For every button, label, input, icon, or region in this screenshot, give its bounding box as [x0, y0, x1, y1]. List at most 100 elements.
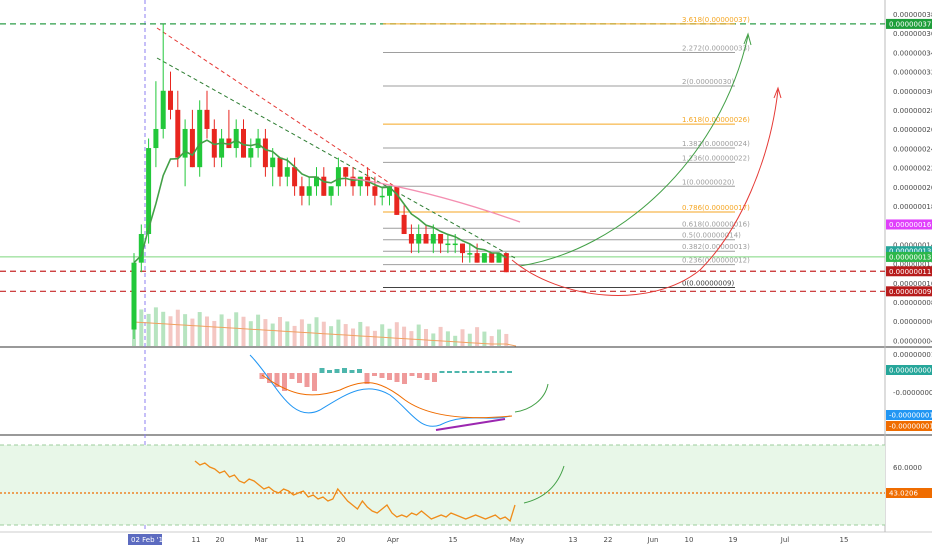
macd-histogram-bar: [349, 370, 355, 373]
time-axis[interactable]: 02 Feb '19 11 20 Mar 11 20 Apr 15 May 13 22 Jun 10 19…: [128, 534, 848, 545]
time-tick-label: 20: [337, 536, 346, 544]
macd-histogram-bar: [507, 371, 512, 373]
candle-body: [357, 176, 363, 187]
macd-histogram-bar: [357, 369, 362, 373]
fib-level-label: 0.618(0.00000016): [682, 220, 750, 228]
candle-body: [489, 253, 495, 263]
fib-level-label: 3.618(0.00000037): [682, 16, 750, 24]
macd-badge: [886, 410, 932, 420]
volume-bar: [175, 309, 180, 346]
volume-bar: [190, 318, 195, 346]
candle-body: [189, 128, 195, 168]
volume-bar: [314, 317, 319, 346]
candle-body: [503, 253, 509, 273]
arrow-head: [743, 32, 752, 46]
volume-bar: [285, 321, 290, 346]
price-badge-label: 0.00000037: [889, 20, 931, 28]
time-tick-label: 13: [569, 536, 578, 544]
volume-bar: [226, 318, 231, 346]
macd-line: [249, 354, 511, 427]
candle-body: [467, 253, 473, 255]
price-badge-label: 0.00000013: [889, 253, 931, 261]
volume-bar: [416, 324, 421, 346]
volume-bar: [212, 320, 217, 346]
macd-histogram-bar: [454, 371, 460, 373]
macd-histogram-bar: [462, 371, 467, 373]
macd-pane[interactable]: 0.00000001 -0.00000001 0.00000000 -0.000000…: [249, 351, 932, 431]
fib-level-label: 2(0.00000030): [682, 78, 734, 86]
price-badge-label: 0.00000011: [889, 268, 931, 276]
volume-bar: [139, 309, 144, 346]
fib-level-label: 0.5(0.00000014): [682, 232, 741, 240]
projection-arrow: [523, 465, 565, 504]
macd-histogram-bar: [387, 373, 392, 380]
macd-histogram-bar: [499, 371, 505, 373]
rsi-badge-label: 43.0206: [889, 490, 918, 498]
candle-body: [452, 243, 458, 246]
volume-bar: [431, 333, 436, 346]
macd-badge-label: -0.00000001: [889, 412, 932, 420]
price-pane[interactable]: 3.618(0.00000037) 2.272(0.00000033) 2(0.00…: [0, 0, 932, 533]
candle-body: [204, 109, 210, 129]
macd-histogram-bar: [304, 373, 310, 387]
price-tick-label: 0.00000032: [893, 69, 932, 77]
volume-bar: [358, 321, 363, 346]
price-tick-label: 0.00000026: [893, 126, 932, 134]
time-tick-label: 11: [296, 536, 305, 544]
fib-level-label: 0.786(0.00000017): [682, 204, 750, 212]
macd-histogram-bar: [432, 373, 437, 382]
volume-bar: [256, 314, 261, 346]
price-tick-label: 0.00000020: [893, 184, 932, 192]
price-tick-label: 0.00000024: [893, 145, 932, 153]
macd-tick-label: -0.00000001: [893, 389, 932, 397]
macd-tick-label: 0.00000001: [893, 351, 932, 359]
price-badge: [886, 286, 932, 297]
volume-bar: [336, 319, 341, 346]
projection-arrow: [511, 89, 779, 296]
time-tick-label: 22: [604, 536, 613, 544]
arrow-head: [773, 86, 782, 99]
candle-body: [394, 186, 400, 215]
price-axis[interactable]: 0.00000038 0.00000036 0.00000034 0.00000032…: [886, 11, 932, 345]
price-badge: [886, 246, 932, 257]
price-badge-label: 0.00000016: [889, 221, 932, 229]
divergence-line: [435, 418, 506, 431]
candle-body: [197, 109, 203, 168]
volume-bar: [424, 329, 428, 346]
macd-histogram-bar: [409, 373, 415, 376]
candle-body: [372, 186, 378, 196]
volume-bar: [263, 319, 268, 346]
date-badge-label: 02 Feb '19: [131, 536, 168, 544]
volume-bar: [394, 322, 399, 346]
candle-body: [401, 214, 407, 235]
rsi-band: [0, 445, 885, 525]
candle-body: [292, 167, 298, 187]
macd-histogram-bar: [312, 373, 317, 391]
price-badge: [886, 219, 932, 230]
candle-body: [321, 176, 327, 196]
macd-histogram-bar: [394, 373, 400, 382]
volume-bar: [482, 331, 487, 346]
candle-body: [131, 262, 137, 330]
price-tick-label: 0.00000018: [893, 203, 932, 211]
macd-histogram-bar: [342, 368, 347, 373]
rsi-pane[interactable]: 60.0000 43.0206: [0, 444, 932, 526]
price-tick-label: 0.00000012: [893, 261, 932, 269]
volume-bar: [146, 313, 151, 346]
time-tick-label: 11: [192, 536, 201, 544]
volume-bar: [234, 312, 239, 346]
price-tick-label: 0.00000034: [893, 49, 932, 57]
candle-body: [146, 148, 152, 235]
volume-bar: [219, 314, 224, 346]
volume-bar: [329, 326, 334, 346]
fib-level-label: 0.382(0.00000013): [682, 243, 750, 251]
price-tick-label: 0.00000022: [893, 165, 932, 173]
candle-body: [211, 128, 217, 158]
candle-body: [153, 128, 159, 149]
volume-ma-line: [133, 321, 517, 347]
time-tick-label: 15: [840, 536, 849, 544]
macd-histogram-bar: [297, 373, 302, 383]
macd-histogram-bar: [267, 373, 272, 383]
